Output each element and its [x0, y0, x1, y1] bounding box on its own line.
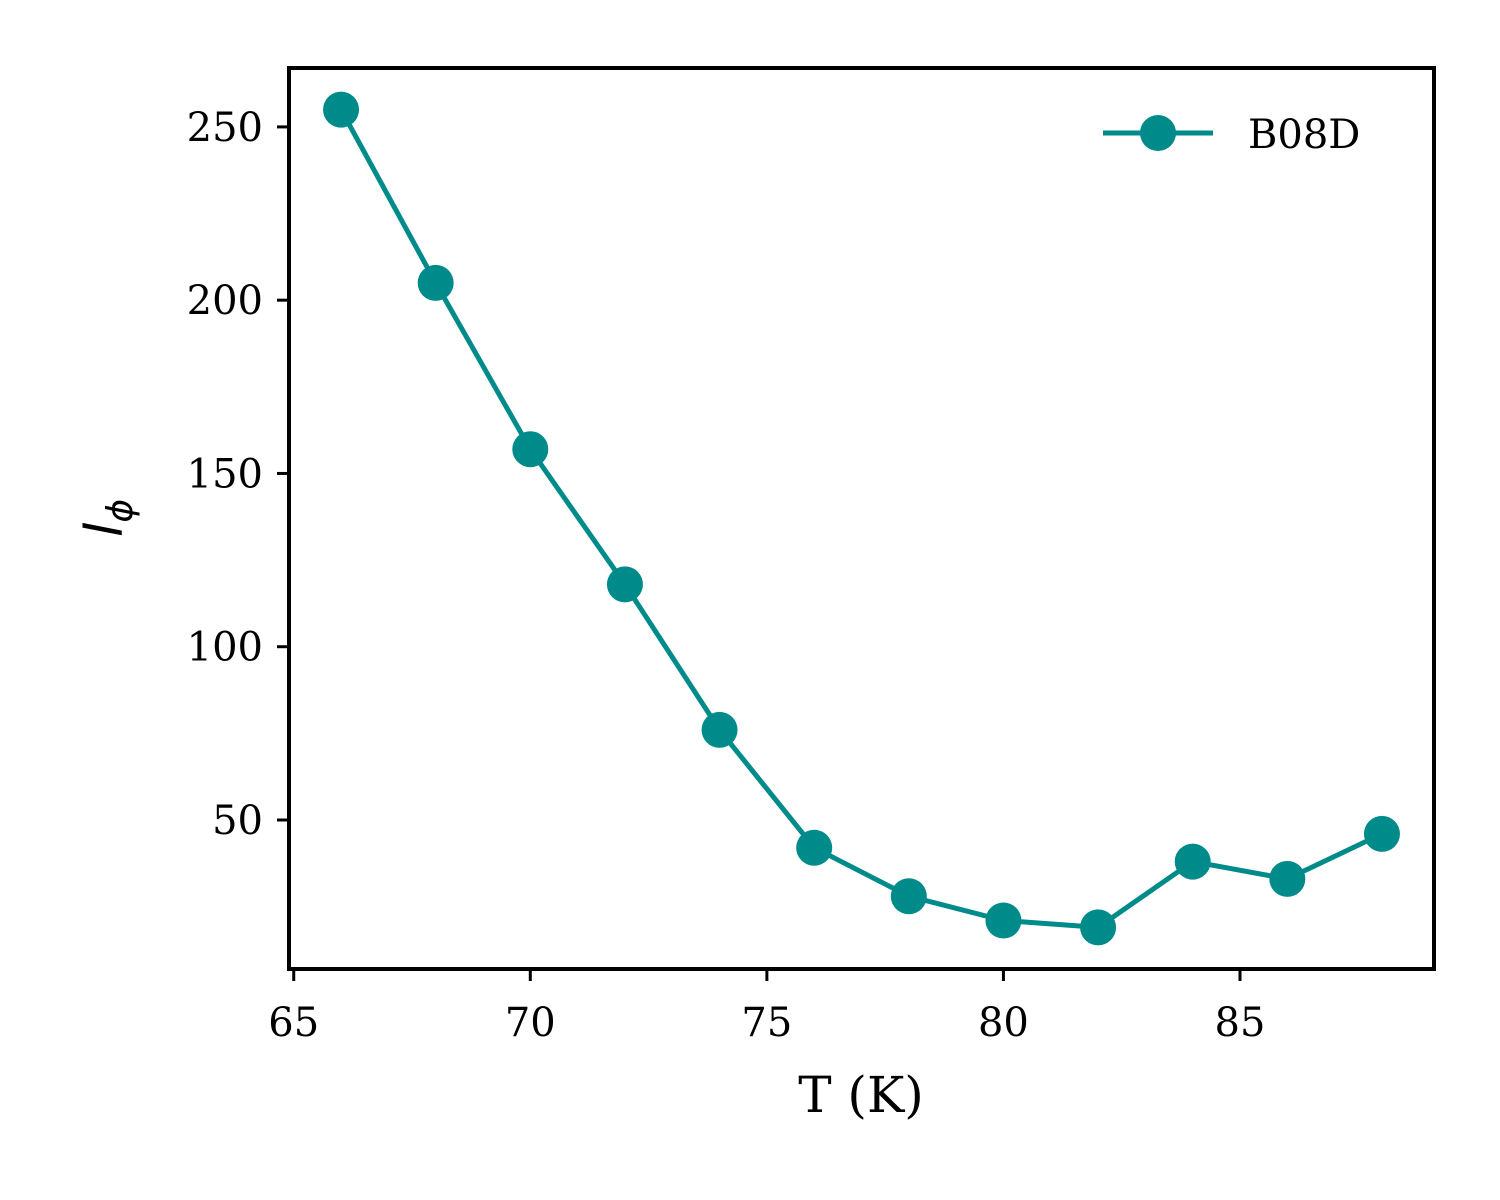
y-axis-title-main: l: [75, 522, 135, 537]
data-point: [1174, 843, 1211, 880]
data-point: [606, 566, 643, 603]
data-point: [890, 878, 927, 915]
data-point: [796, 829, 833, 866]
x-tick-label: 85: [1215, 1000, 1266, 1046]
data-point: [985, 902, 1022, 939]
x-tick-label: 75: [741, 1000, 792, 1046]
legend-marker-b08d: [1140, 115, 1176, 151]
y-tick-label: 150: [187, 451, 263, 497]
y-axis-title: lϕ: [75, 499, 141, 537]
series-layer: [323, 91, 1400, 946]
y-axis-title-subscript: ϕ: [100, 499, 141, 523]
legend: B08D: [1103, 112, 1360, 158]
data-point: [1363, 815, 1400, 852]
x-tick-label: 80: [978, 1000, 1029, 1046]
y-tick-label: 200: [187, 278, 263, 324]
data-point: [323, 91, 360, 128]
x-tick-label: 65: [268, 1000, 319, 1046]
x-axis: 65 70 75 80 85: [268, 969, 1265, 1046]
data-point: [512, 431, 549, 468]
x-tick-label: 70: [505, 1000, 556, 1046]
y-tick-label: 100: [187, 625, 263, 671]
data-point: [1269, 860, 1306, 897]
data-point: [1080, 909, 1117, 946]
y-tick-label: 50: [212, 798, 263, 844]
data-point: [417, 264, 454, 301]
y-axis: 50 100 150 200 250: [187, 105, 289, 844]
legend-label-b08d: B08D: [1248, 112, 1360, 158]
y-tick-label: 250: [187, 105, 263, 151]
x-axis-title: T (K): [798, 1066, 924, 1124]
series-line-b08d: [338, 108, 1384, 930]
data-point: [701, 711, 738, 748]
plot-frame: [287, 66, 1436, 971]
